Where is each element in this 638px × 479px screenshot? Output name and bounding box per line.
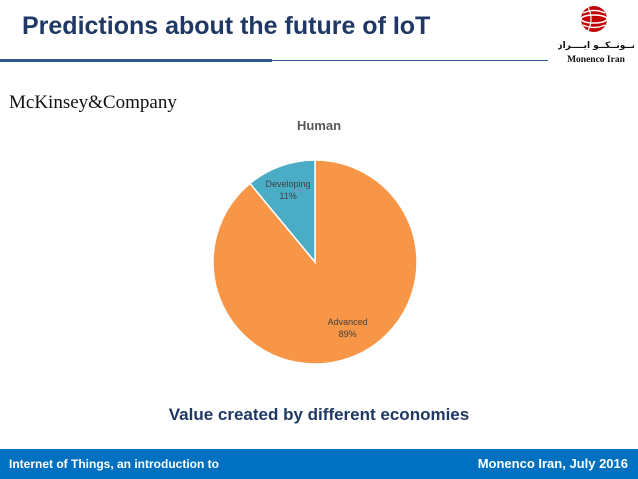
pie-label-developing: Developing bbox=[266, 179, 311, 189]
pie-value-label-developing: 11% bbox=[279, 191, 296, 201]
pie-value-label-advanced: 89% bbox=[339, 329, 357, 339]
logo-latin-text: Monenco Iran bbox=[567, 55, 626, 65]
logo-globe-icon bbox=[581, 6, 607, 32]
pie-slice-developing bbox=[248, 159, 316, 265]
title-underline-thick bbox=[0, 59, 272, 62]
title-underline-thin bbox=[272, 60, 548, 61]
monenco-logo: مــونــكــو ايــــران Monenco Iran bbox=[558, 6, 634, 65]
pie-chart: Advanced 89% Developing 11% bbox=[212, 159, 418, 365]
pie-label-advanced: Advanced bbox=[328, 317, 368, 327]
footer-right-text: Monenco Iran, July 2016 bbox=[477, 456, 628, 471]
chart-caption: Value created by different economies bbox=[168, 405, 470, 424]
mckinsey-wordmark: McKinsey&Company bbox=[9, 92, 177, 113]
logo-arabic-text: مــونــكــو ايــــران bbox=[558, 41, 634, 51]
slide-title: Predictions about the future of IoT bbox=[22, 12, 431, 40]
chart-title: Human bbox=[296, 118, 342, 133]
footer-bar: Internet of Things, an introduction to M… bbox=[0, 449, 638, 479]
footer-left-text: Internet of Things, an introduction to bbox=[9, 457, 219, 471]
